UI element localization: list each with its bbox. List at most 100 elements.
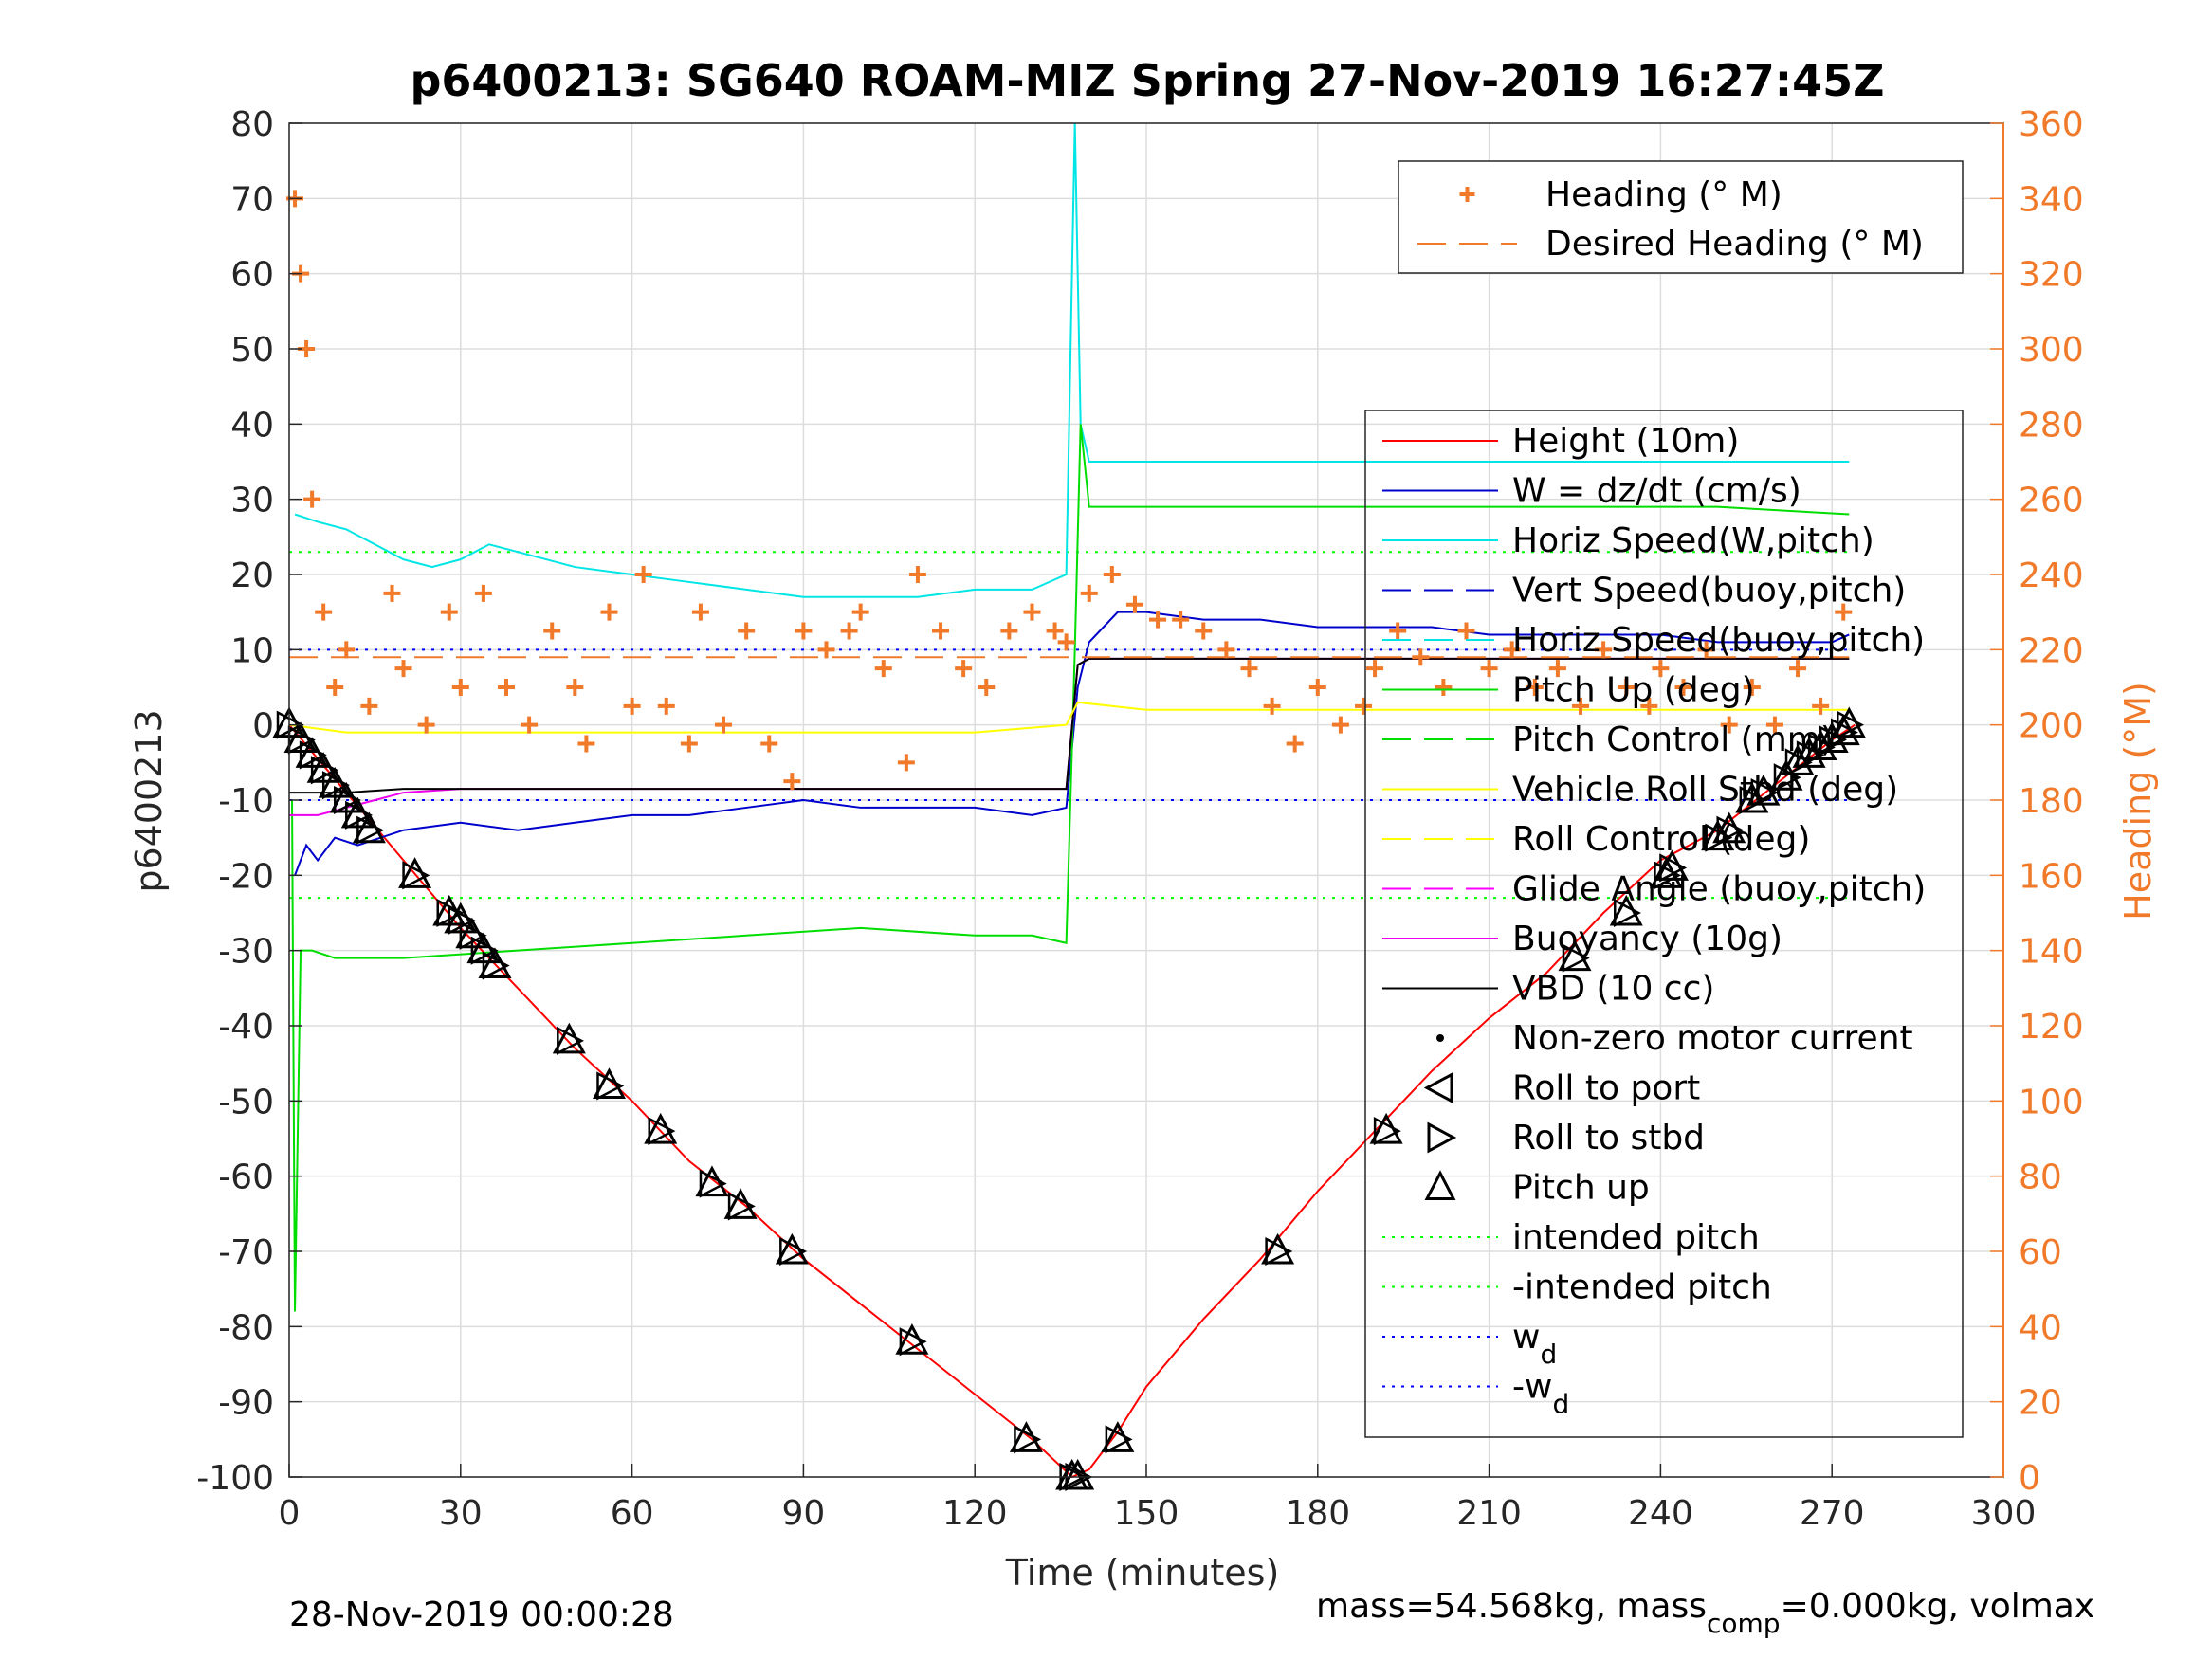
y-tick-label: 10 (230, 631, 274, 670)
roll-marker (402, 861, 430, 890)
heading-point (498, 679, 516, 696)
legend-main-label: Horiz Speed(buoy,pitch) (1512, 621, 1925, 660)
heading-point (1697, 641, 1715, 659)
x-tick-label: 180 (1285, 1494, 1350, 1533)
footer-timestamp: 28-Nov-2019 00:00:28 (289, 1595, 674, 1634)
y-tick-label: -80 (218, 1308, 274, 1347)
x-tick-label: 300 (1971, 1494, 2037, 1533)
heading-point (1389, 622, 1407, 640)
x-tick-label: 0 (279, 1494, 301, 1533)
legend-main-label: Height (10m) (1512, 422, 1739, 461)
heading-point (932, 622, 950, 640)
y2-tick-label: 100 (2019, 1083, 2084, 1121)
heading-point (817, 641, 835, 659)
heading-point (326, 679, 344, 696)
legend-swatch (1427, 1121, 1457, 1154)
heading-point (1789, 660, 1807, 678)
heading-point (577, 735, 595, 753)
heading-point (1286, 735, 1304, 753)
y2-tick-label: 40 (2019, 1308, 2062, 1347)
heading-point (543, 622, 561, 640)
y-tick-label: -50 (218, 1083, 274, 1121)
heading-point (394, 660, 412, 678)
legend-swatch (1424, 1170, 1456, 1200)
heading-point (1057, 633, 1075, 651)
y2-tick-label: 200 (2019, 707, 2084, 746)
roll-marker (557, 1026, 585, 1055)
y2-tick-label: 140 (2019, 933, 2084, 972)
heading-point (1080, 584, 1098, 602)
roll-marker (899, 1327, 927, 1357)
heading-point (908, 566, 926, 583)
x-tick-label: 90 (781, 1494, 825, 1533)
heading-point (874, 660, 892, 678)
roll-marker (1716, 815, 1745, 845)
footer-mass: mass=54.568kg, masscomp=0.000kg, volmax (1316, 1587, 2094, 1639)
legend-main-label: Vert Speed(buoy,pitch) (1512, 572, 1906, 611)
heading-point (783, 773, 801, 791)
y-tick-label: 30 (230, 482, 274, 520)
heading-point (440, 603, 458, 621)
heading-point (1172, 611, 1190, 629)
heading-point (1765, 716, 1783, 734)
heading-point (1595, 641, 1613, 659)
heading-point (1023, 603, 1041, 621)
legend-heading-box (1398, 160, 1964, 274)
legend-main-box (1364, 410, 1964, 1438)
heading-point (1618, 679, 1636, 696)
y-tick-label: 0 (252, 707, 274, 746)
y-tick-label: -60 (218, 1158, 274, 1197)
legend-top-label: Desired Heading (° M) (1545, 225, 1924, 264)
y-axis-label: p6400213 (128, 709, 170, 892)
legend-main-label: Vehicle Roll Stbd (deg) (1512, 771, 1898, 810)
chart-title: p6400213: SG640 ROAM-MIZ Spring 27-Nov-2… (410, 55, 1884, 106)
series-line (294, 611, 1850, 876)
heading-point (566, 679, 584, 696)
heading-point (451, 679, 469, 696)
series-line (288, 701, 1850, 734)
x-tick-label: 60 (611, 1494, 654, 1533)
y-tick-label: 80 (230, 105, 274, 144)
heading-point (1125, 595, 1143, 613)
roll-marker (1014, 1425, 1042, 1454)
heading-point (795, 622, 813, 640)
footer-mass-sub: comp (1707, 1608, 1781, 1639)
legend-top-label: Heading (° M) (1545, 175, 1782, 214)
legend-main-label: Pitch Control (mm) (1512, 720, 1834, 759)
legend-main-label: Buoyancy (10g) (1512, 920, 1782, 958)
roll-marker (1265, 1236, 1293, 1267)
legend-main-label: Roll Control (deg) (1512, 820, 1810, 859)
heading-point (1720, 716, 1738, 734)
legend-subscript: d (1552, 1389, 1569, 1420)
heading-point (1652, 660, 1670, 678)
heading-point (1812, 697, 1830, 715)
y2-tick-label: 80 (2019, 1158, 2062, 1197)
x-tick-label: 150 (1114, 1494, 1179, 1533)
legend-swatch (1423, 1071, 1453, 1104)
x-tick-label: 30 (439, 1494, 483, 1533)
heading-point (840, 622, 858, 640)
heading-point (851, 603, 869, 621)
heading-point (1308, 679, 1326, 696)
heading-point (680, 735, 698, 753)
y2-tick-label: 0 (2019, 1459, 2040, 1498)
y2-tick-label: 340 (2019, 180, 2084, 219)
heading-point (1457, 622, 1475, 640)
y2-tick-label: 240 (2019, 556, 2084, 595)
heading-point (1149, 611, 1167, 629)
y2-tick-label: 120 (2019, 1008, 2084, 1047)
heading-point (1743, 679, 1761, 696)
heading-point (1674, 679, 1692, 696)
y2-tick-label: 300 (2019, 331, 2084, 370)
heading-point (474, 584, 492, 602)
roll-marker (727, 1192, 756, 1221)
heading-point (1526, 679, 1544, 696)
heading-point (897, 754, 915, 772)
roll-marker (482, 951, 510, 980)
heading-point (1195, 622, 1213, 640)
y-tick-label: -70 (218, 1233, 274, 1272)
y-tick-label: -90 (218, 1384, 274, 1423)
legend-main-label: Glide Angle (buoy,pitch) (1512, 870, 1926, 909)
heading-point (1548, 660, 1566, 678)
